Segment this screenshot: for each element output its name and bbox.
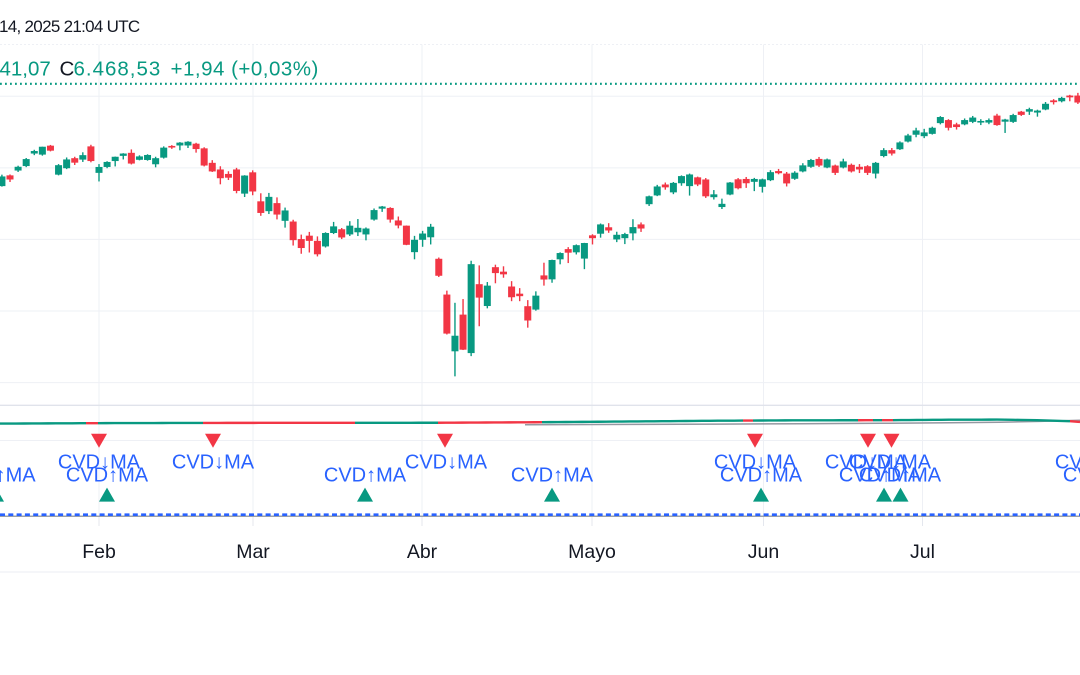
svg-text:CVD↑MA: CVD↑MA (0, 465, 36, 487)
svg-text:Mayo: Mayo (568, 541, 616, 563)
svg-text:CVD↑MA: CVD↑MA (324, 465, 407, 487)
svg-text:CVD↓MA: CVD↓MA (172, 452, 255, 474)
svg-text:CVD↑MA: CVD↑MA (511, 465, 594, 487)
svg-text:Feb: Feb (82, 541, 116, 563)
svg-text:Jul: Jul (910, 541, 935, 563)
svg-text:CVD↓MA: CVD↓MA (714, 452, 797, 474)
svg-text:6.468,53: 6.468,53 (74, 58, 162, 81)
svg-text:+1,94 (+0,03%): +1,94 (+0,03%) (171, 58, 319, 81)
svg-text:Abr: Abr (407, 541, 438, 563)
svg-text:Mar: Mar (236, 541, 270, 563)
svg-text:CVD↑MA: CVD↑MA (859, 465, 942, 487)
svg-text:CVD↑MA: CVD↑MA (66, 465, 149, 487)
svg-text:14, 2025 21:04 UTC: 14, 2025 21:04 UTC (0, 17, 140, 36)
svg-text:Jun: Jun (748, 541, 779, 563)
svg-text:41,07: 41,07 (0, 58, 51, 81)
svg-text:CVD↓MA: CVD↓MA (405, 452, 488, 474)
svg-text:CVD↓MA: CVD↓MA (1055, 452, 1080, 474)
svg-text:CVD↓MA: CVD↓MA (825, 452, 908, 474)
svg-text:CVD↑MA: CVD↑MA (839, 465, 922, 487)
svg-text:CVD↑MA: CVD↑MA (720, 465, 803, 487)
svg-text:C: C (60, 58, 75, 81)
svg-text:CVD↓MA: CVD↓MA (849, 452, 932, 474)
svg-text:CVD↑MA: CVD↑MA (1063, 465, 1080, 487)
svg-text:CVD↓MA: CVD↓MA (58, 452, 141, 474)
